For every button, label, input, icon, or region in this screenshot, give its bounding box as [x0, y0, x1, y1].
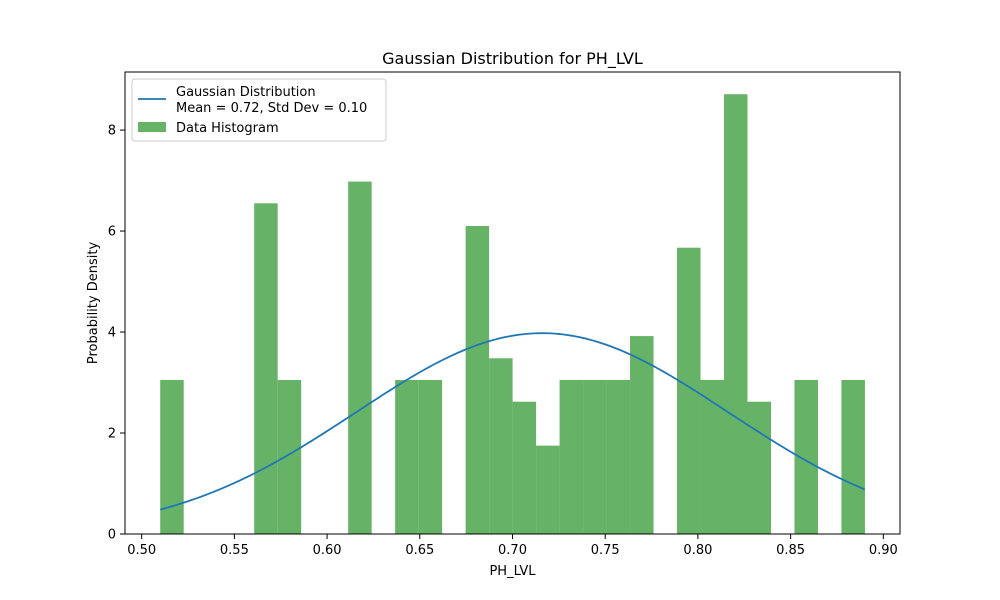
x-tick-label: 0.85	[776, 543, 805, 558]
histogram-bar	[677, 247, 701, 534]
y-tick-label: 4	[108, 326, 116, 341]
y-tick-label: 8	[108, 124, 116, 139]
y-axis-ticks: 0 2 4 6 8	[108, 124, 125, 543]
x-tick-label: 0.90	[869, 543, 898, 558]
legend-histogram-label: Data Histogram	[176, 121, 279, 136]
histogram-bars	[160, 94, 865, 535]
histogram-bar	[606, 380, 631, 534]
histogram-bar	[841, 380, 865, 534]
histogram-bar	[489, 358, 513, 534]
legend-gaussian-label-line2: Mean = 0.72, Std Dev = 0.10	[176, 101, 367, 116]
histogram-bar	[254, 203, 278, 534]
histogram-bar	[536, 445, 560, 534]
x-tick-label: 0.55	[220, 543, 249, 558]
x-axis-label: PH_LVL	[489, 564, 536, 579]
histogram-bar	[465, 226, 490, 534]
histogram-bar	[583, 380, 607, 534]
x-axis-ticks: 0.50 0.55 0.60 0.65 0.70 0.75 0.80 0.85 0.90	[127, 534, 898, 558]
x-tick-label: 0.70	[498, 543, 527, 558]
x-tick-label: 0.80	[683, 543, 712, 558]
histogram-bar	[395, 380, 419, 534]
x-tick-label: 0.50	[127, 543, 156, 558]
x-tick-label: 0.75	[591, 543, 620, 558]
histogram-bar	[794, 380, 818, 534]
histogram-bar	[559, 380, 584, 534]
histogram-bar	[700, 380, 725, 534]
histogram-bar	[160, 380, 184, 534]
histogram-bar	[630, 336, 654, 534]
histogram-bar	[348, 181, 372, 535]
y-tick-label: 6	[108, 225, 116, 240]
x-tick-label: 0.60	[313, 543, 342, 558]
chart-title: Gaussian Distribution for PH_LVL	[382, 49, 643, 69]
y-tick-label: 0	[108, 528, 116, 543]
histogram-bar	[747, 401, 771, 534]
legend-gaussian-label-line1: Gaussian Distribution	[176, 85, 316, 100]
histogram-bar	[418, 380, 443, 534]
histogram-bar	[724, 94, 748, 534]
histogram-bar	[512, 401, 537, 534]
y-axis-label: Probability Density	[86, 242, 101, 365]
gaussian-curve	[159, 332, 866, 511]
legend: Gaussian Distribution Mean = 0.72, Std D…	[131, 78, 387, 142]
legend-histogram-swatch	[138, 122, 166, 132]
histogram-bar	[277, 380, 302, 534]
x-tick-label: 0.65	[405, 543, 434, 558]
legend-box	[131, 78, 387, 142]
y-tick-label: 2	[108, 427, 116, 442]
